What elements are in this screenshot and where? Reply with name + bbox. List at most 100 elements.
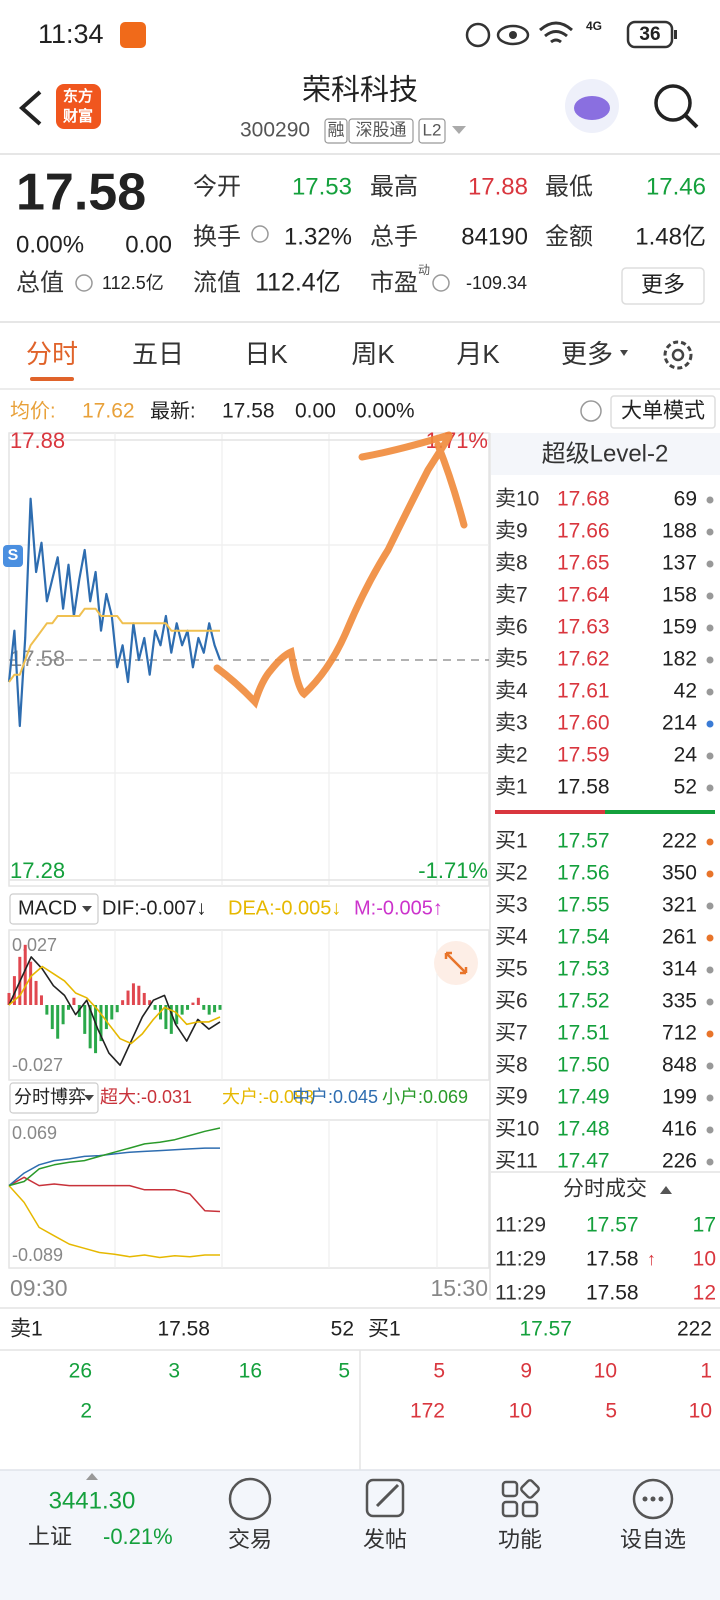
indicator-legend: DEA:-0.005↓	[228, 897, 341, 919]
field-value: 84190	[461, 223, 528, 250]
field-label: 总值	[16, 269, 64, 296]
indicator-selector[interactable]	[9, 893, 99, 925]
search-button[interactable]	[654, 84, 692, 122]
settings-button-core	[671, 348, 685, 362]
nav-item[interactable]: 功能	[498, 1527, 542, 1552]
x-tick-label: 09:30	[10, 1275, 68, 1301]
indicator-selector[interactable]	[9, 1082, 99, 1114]
book-volume: 416	[662, 1118, 697, 1141]
trade-price: 17.58	[586, 1248, 639, 1271]
book-volume: 350	[662, 862, 697, 885]
expand-icon	[444, 951, 468, 975]
book-price: 17.58	[157, 1318, 210, 1341]
book-volume: 321	[662, 894, 697, 917]
trade-time: 11:29	[495, 1214, 546, 1237]
y-tick-label: 0.069	[12, 1123, 57, 1143]
function-icon-cell	[501, 1500, 519, 1518]
macd-bar	[131, 983, 135, 1005]
book-price: 17.56	[557, 862, 610, 885]
book-label: 卖10	[495, 488, 539, 511]
book-label: 卖1	[495, 776, 528, 799]
dot	[658, 1496, 664, 1502]
book-volume: 137	[662, 552, 697, 575]
field-value: 1.48亿	[635, 223, 706, 250]
more-button[interactable]	[621, 267, 705, 305]
trades-collapse	[660, 1186, 672, 1194]
nav-item[interactable]: 设自选	[620, 1527, 686, 1552]
status-battery: 36	[639, 24, 660, 45]
help-icon	[580, 400, 602, 422]
tab[interactable]: 周K	[351, 339, 395, 369]
tab-active-indicator	[30, 377, 74, 381]
tab[interactable]: 更多	[561, 339, 613, 369]
back-button[interactable]	[18, 90, 42, 126]
dot	[642, 1496, 648, 1502]
tab[interactable]: 分时	[26, 339, 78, 369]
dropdown-arrow	[82, 906, 92, 912]
macd-bar	[180, 1005, 184, 1015]
book-label: 卖5	[495, 648, 528, 671]
field-value: 112.4亿	[255, 269, 341, 297]
y-tick-label: 17.28	[10, 858, 65, 883]
book-price: 17.63	[557, 616, 610, 639]
logo-text: 财富	[63, 107, 93, 125]
settings-button[interactable]	[663, 340, 693, 370]
book-dot	[706, 720, 714, 728]
nav-item[interactable]: 交易	[228, 1527, 272, 1552]
book-price: 17.48	[557, 1118, 610, 1141]
field-label: 最高	[370, 173, 418, 200]
book-price: 17.50	[557, 1054, 610, 1077]
info-icon	[432, 274, 450, 292]
stock-tag: 深股通	[356, 120, 407, 139]
book-price: 17.60	[557, 712, 610, 735]
latest-value: 17.58	[222, 400, 275, 423]
book-volume: 158	[662, 584, 697, 607]
nav-item[interactable]: 发帖	[363, 1527, 407, 1552]
book-volume: 188	[662, 520, 697, 543]
index-value[interactable]: 3441.30	[49, 1487, 136, 1514]
book-volume: 52	[674, 776, 697, 799]
book-dot	[706, 496, 714, 504]
indicator-name[interactable]: 分时博弈	[14, 1087, 86, 1107]
macd-bar	[99, 1005, 103, 1042]
tab[interactable]: 五日	[132, 339, 184, 369]
function-icon-cell	[520, 1479, 540, 1499]
legend-entry: 中户:0.045	[292, 1087, 378, 1107]
book-label: 卖9	[495, 520, 528, 543]
tag-box	[348, 118, 414, 144]
book-dot	[706, 966, 714, 974]
info-icon	[251, 225, 269, 243]
indicator-name[interactable]: MACD	[18, 897, 77, 919]
macd-bar	[148, 1000, 152, 1005]
mode-button[interactable]	[610, 395, 716, 429]
book-volume: 848	[662, 1054, 697, 1077]
trade-icon[interactable]	[228, 1477, 272, 1521]
order-queue-size: 5	[338, 1360, 350, 1383]
watchlist-icon[interactable]	[632, 1478, 674, 1520]
mode-button-label[interactable]: 大单模式	[621, 400, 705, 423]
macd-bar	[56, 1005, 60, 1039]
book-dot	[706, 752, 714, 760]
app-logo	[56, 84, 101, 129]
bottom-nav	[0, 1470, 720, 1600]
book-price: 17.62	[557, 648, 610, 671]
more-button-label[interactable]: 更多	[641, 272, 685, 297]
y-tick-label: -0.089	[12, 1245, 63, 1265]
level2-title: 超级Level-2	[542, 440, 669, 467]
book-separator-bid	[605, 810, 715, 814]
book-price: 17.61	[557, 680, 610, 703]
book-label: 买10	[495, 1118, 539, 1141]
macd-bar	[175, 1005, 179, 1025]
book-label: 买8	[495, 1054, 528, 1077]
level2-title-bar	[491, 433, 720, 475]
book-price: 17.68	[557, 488, 610, 511]
tab[interactable]: 月K	[456, 339, 500, 369]
tab[interactable]: 日K	[244, 339, 288, 369]
book-volume: 24	[674, 744, 698, 767]
function-icon[interactable]	[501, 1479, 540, 1518]
book-label: 买5	[495, 958, 528, 981]
tag-box	[418, 118, 446, 144]
post-icon[interactable]	[365, 1478, 405, 1518]
macd-bar	[29, 961, 33, 1005]
